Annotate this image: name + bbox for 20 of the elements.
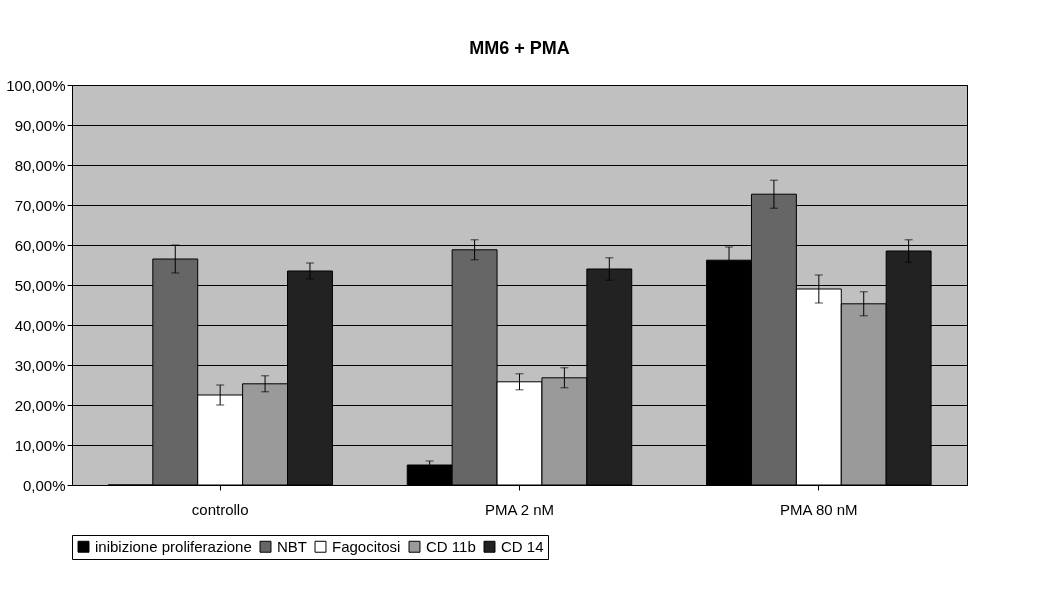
- y-tick-label: 0,00%: [22, 476, 66, 494]
- chart-title: MM6 + PMA: [469, 38, 570, 58]
- y-tick-label: 100,00%: [6, 76, 66, 94]
- y-tick-label: 30,00%: [14, 356, 66, 374]
- y-tick-label: 40,00%: [14, 316, 66, 334]
- y-tick-label: 10,00%: [14, 436, 66, 454]
- y-tick-label: 90,00%: [14, 116, 66, 134]
- y-tick-label: 20,00%: [14, 396, 66, 414]
- x-tick-label: controllo: [191, 500, 249, 518]
- legend-label: CD 14: [501, 537, 544, 555]
- legend-label: CD 11b: [426, 537, 476, 555]
- y-tick-label: 70,00%: [14, 196, 66, 214]
- y-tick-label: 60,00%: [14, 236, 66, 254]
- legend-label: NBT: [277, 537, 307, 555]
- x-tick-label: PMA 80 nM: [780, 500, 858, 518]
- y-tick-label: 50,00%: [14, 276, 66, 294]
- x-tick-label: PMA 2 nM: [484, 500, 555, 518]
- y-tick-label: 80,00%: [14, 156, 66, 174]
- legend-label: inibizione proliferazione: [95, 537, 252, 555]
- legend-label: Fagocitosi: [332, 537, 401, 555]
